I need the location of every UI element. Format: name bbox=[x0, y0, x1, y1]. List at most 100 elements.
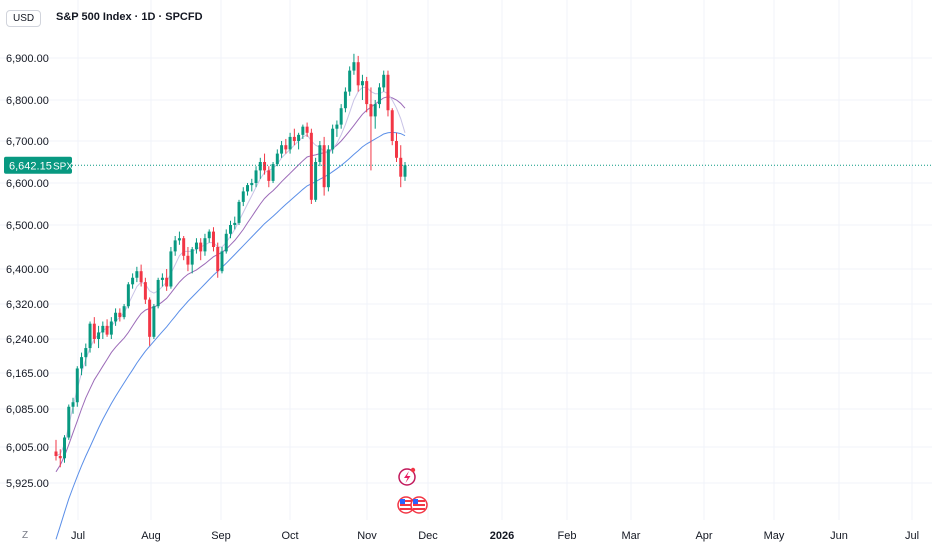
candle bbox=[386, 70, 390, 117]
us-flag-icon[interactable] bbox=[397, 496, 415, 514]
candle bbox=[331, 124, 335, 154]
candle bbox=[373, 100, 377, 129]
chart-title: S&P 500 Index · 1D · SPCFD bbox=[56, 11, 203, 23]
x-tick-label: Mar bbox=[622, 530, 641, 542]
candle bbox=[177, 231, 181, 245]
candle bbox=[360, 74, 364, 100]
price-tag-value: 6,642.15 bbox=[9, 160, 52, 172]
candle bbox=[267, 166, 271, 188]
x-tick-label: Sep bbox=[211, 530, 231, 542]
candle bbox=[284, 138, 288, 154]
candle bbox=[305, 122, 309, 137]
candle bbox=[173, 236, 177, 256]
y-tick-label: 6,320.00 bbox=[6, 299, 49, 311]
candle bbox=[169, 247, 173, 289]
candle bbox=[182, 236, 186, 261]
candle bbox=[199, 238, 203, 261]
x-tick-label: Jun bbox=[830, 530, 848, 542]
candle bbox=[105, 319, 109, 337]
x-tick-label: Jul bbox=[71, 530, 85, 542]
x-tick-label: Apr bbox=[695, 530, 712, 542]
zoom-button[interactable]: Z bbox=[22, 530, 28, 541]
candle bbox=[335, 120, 339, 137]
candle bbox=[309, 128, 313, 204]
candle bbox=[165, 269, 169, 291]
candle bbox=[190, 247, 194, 274]
candle bbox=[71, 397, 75, 414]
y-tick-label: 5,925.00 bbox=[6, 478, 49, 490]
y-tick-label: 6,600.00 bbox=[6, 178, 49, 190]
y-tick-label: 6,900.00 bbox=[6, 53, 49, 65]
candle bbox=[160, 273, 164, 287]
zoom-button-label[interactable]: Z bbox=[22, 530, 28, 541]
ma-short-line bbox=[55, 86, 406, 457]
price-tag-bg bbox=[4, 156, 72, 174]
candle bbox=[126, 282, 130, 309]
candle bbox=[186, 247, 190, 272]
candle bbox=[288, 132, 292, 154]
x-tick-label: Jul bbox=[905, 530, 919, 542]
candle bbox=[135, 266, 139, 283]
candle bbox=[118, 308, 122, 322]
candle bbox=[156, 277, 160, 309]
candle bbox=[148, 297, 152, 346]
candle bbox=[365, 76, 369, 113]
ma-mid-line bbox=[55, 96, 406, 473]
candle bbox=[339, 104, 343, 129]
x-axis[interactable]: Jul Aug Sep Oct Nov Dec 2026 Feb Mar Apr May Jun Jul bbox=[71, 530, 919, 542]
price-tag-symbol: SPX bbox=[53, 161, 73, 172]
candles bbox=[54, 53, 407, 468]
candle bbox=[301, 124, 305, 139]
x-tick-label: Nov bbox=[357, 530, 377, 542]
candle bbox=[229, 220, 232, 239]
candle bbox=[58, 449, 62, 468]
candle bbox=[101, 321, 105, 339]
chart-header: USD bbox=[6, 7, 42, 29]
candle bbox=[194, 238, 198, 254]
y-axis[interactable]: 6,900.00 6,800.00 6,700.00 6,600.00 6,500.00… bbox=[6, 53, 49, 490]
ma-long-line bbox=[55, 131, 406, 540]
y-tick-label: 6,005.00 bbox=[6, 442, 49, 454]
candle bbox=[88, 321, 92, 353]
candle bbox=[356, 55, 360, 92]
candle bbox=[109, 317, 113, 339]
candle bbox=[237, 199, 241, 225]
candle bbox=[326, 145, 330, 192]
candle bbox=[258, 157, 262, 179]
event-markers[interactable] bbox=[397, 467, 428, 514]
x-tick-label: Feb bbox=[558, 530, 577, 542]
candle bbox=[322, 136, 326, 196]
candle bbox=[297, 132, 301, 150]
y-tick-label: 6,400.00 bbox=[6, 264, 49, 276]
candle bbox=[139, 264, 143, 287]
x-tick-label: 2026 bbox=[490, 530, 514, 542]
candle bbox=[122, 304, 126, 320]
lightning-event-icon[interactable] bbox=[398, 467, 416, 486]
moving-averages bbox=[55, 86, 406, 540]
candle bbox=[233, 216, 237, 230]
x-tick-label: Aug bbox=[141, 530, 161, 542]
candle bbox=[263, 153, 267, 175]
candle bbox=[369, 87, 373, 171]
candle bbox=[224, 229, 228, 254]
candle bbox=[63, 435, 67, 463]
candle bbox=[246, 183, 250, 196]
candle bbox=[382, 70, 386, 92]
candle bbox=[152, 304, 156, 339]
candle bbox=[92, 317, 96, 344]
candle bbox=[97, 325, 101, 349]
candle bbox=[377, 83, 381, 109]
x-tick-label: Oct bbox=[281, 530, 298, 542]
candle bbox=[216, 242, 220, 278]
y-tick-label: 6,800.00 bbox=[6, 95, 49, 107]
currency-badge[interactable]: USD bbox=[6, 9, 42, 27]
candle bbox=[54, 439, 58, 461]
candle bbox=[318, 141, 322, 167]
candle bbox=[203, 233, 207, 256]
y-tick-label: 6,085.00 bbox=[6, 404, 49, 416]
candle bbox=[80, 352, 84, 376]
us-flag-icon[interactable] bbox=[410, 496, 428, 514]
candle bbox=[348, 66, 352, 96]
candle bbox=[292, 128, 296, 146]
